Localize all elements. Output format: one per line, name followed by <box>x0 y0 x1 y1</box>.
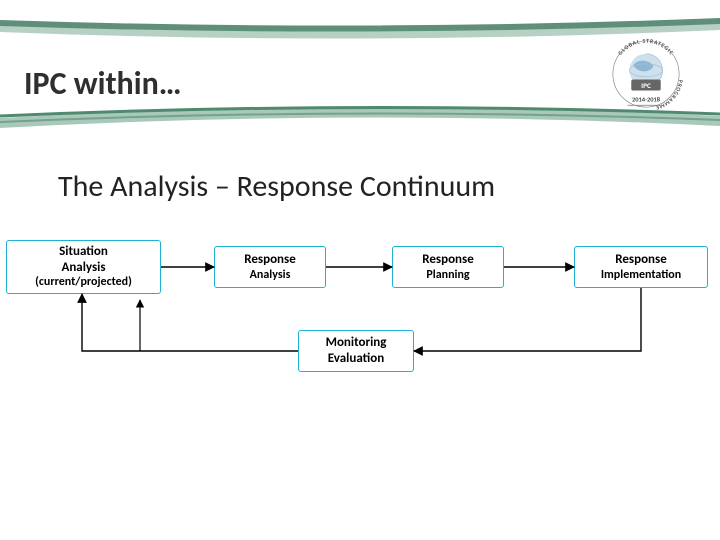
logo-banner-text: IPC <box>641 81 651 90</box>
page-title: IPC within… <box>24 64 182 103</box>
flow-diagram: Situation Analysis (current/projected) R… <box>0 230 720 430</box>
flow-arrows <box>0 230 720 430</box>
edge-ri-to-me <box>414 288 641 351</box>
edge-me-to-sit <box>82 294 298 351</box>
logo-years: 2014-2018 <box>632 96 661 104</box>
subtitle: The Analysis – Response Continuum <box>58 168 495 205</box>
ipc-logo: GLOBAL STRATEGIC PROGRAMME IPC 2014-2018 <box>598 28 694 120</box>
